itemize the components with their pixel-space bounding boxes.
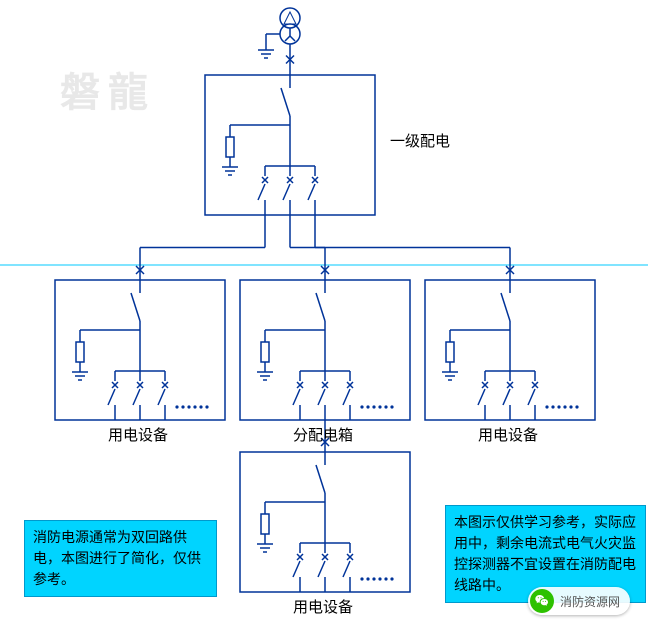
source-pill-text: 消防资源网 bbox=[560, 593, 620, 610]
label-left-device: 用电设备 bbox=[108, 424, 168, 445]
wechat-icon bbox=[530, 589, 554, 613]
note-left: 消防电源通常为双回路供电，本图进行了简化，仅供参考。 bbox=[24, 520, 217, 597]
source-pill: 消防资源网 bbox=[528, 587, 630, 615]
label-middle-sub: 分配电箱 bbox=[293, 424, 353, 445]
label-primary-panel: 一级配电 bbox=[390, 130, 450, 151]
label-right-device: 用电设备 bbox=[478, 424, 538, 445]
label-bottom-device: 用电设备 bbox=[293, 596, 353, 617]
